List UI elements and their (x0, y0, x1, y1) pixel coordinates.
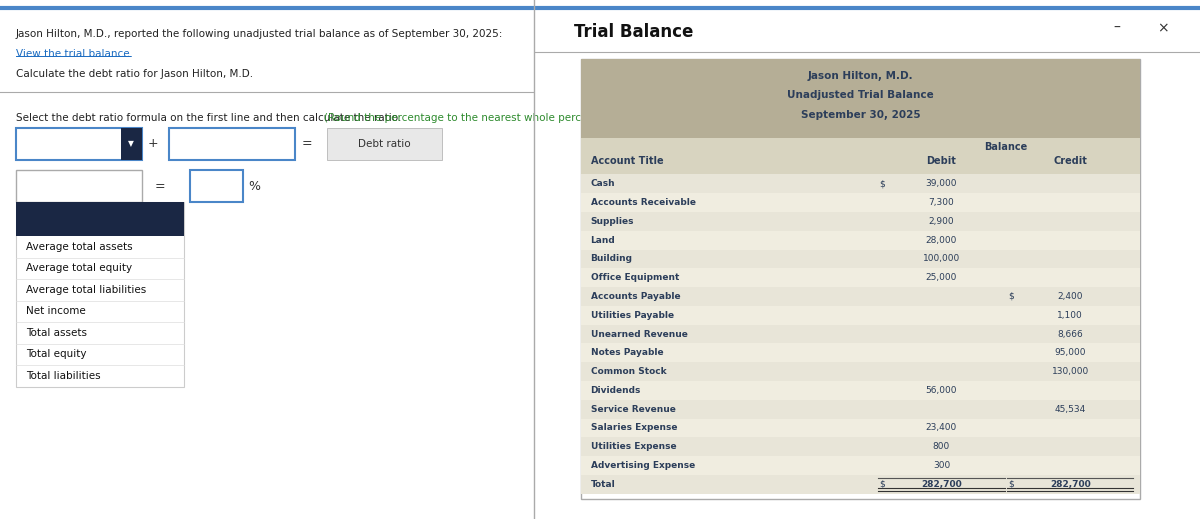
FancyBboxPatch shape (581, 306, 1140, 324)
FancyBboxPatch shape (581, 250, 1140, 268)
FancyBboxPatch shape (326, 128, 442, 160)
FancyBboxPatch shape (581, 138, 1140, 174)
Text: Building: Building (590, 254, 632, 264)
Text: Total equity: Total equity (25, 349, 86, 359)
Text: Supplies: Supplies (590, 217, 634, 226)
Text: Select the debt ratio formula on the first line and then calculate the ratio.: Select the debt ratio formula on the fir… (16, 113, 404, 123)
FancyBboxPatch shape (581, 59, 1140, 499)
Text: 2,400: 2,400 (1057, 292, 1082, 301)
FancyBboxPatch shape (581, 174, 1140, 193)
Text: September 30, 2025: September 30, 2025 (800, 110, 920, 120)
Text: Jason Hilton, M.D., reported the following unadjusted trial balance as of Septem: Jason Hilton, M.D., reported the followi… (16, 29, 503, 38)
FancyBboxPatch shape (581, 362, 1140, 381)
Text: ×: × (1157, 22, 1169, 36)
Text: 45,534: 45,534 (1055, 405, 1086, 414)
Text: Total liabilities: Total liabilities (25, 371, 101, 381)
FancyBboxPatch shape (581, 59, 1140, 138)
Text: Office Equipment: Office Equipment (590, 273, 679, 282)
Text: Land: Land (590, 236, 616, 244)
Text: $: $ (880, 480, 884, 489)
Text: Trial Balance: Trial Balance (574, 23, 694, 42)
Text: $: $ (1008, 292, 1014, 301)
Text: Cash: Cash (590, 179, 616, 188)
Text: =: = (301, 137, 312, 151)
Text: Balance: Balance (984, 142, 1027, 152)
FancyBboxPatch shape (16, 202, 185, 236)
Text: Notes Payable: Notes Payable (590, 348, 664, 357)
Text: Total assets: Total assets (25, 328, 86, 338)
Text: 800: 800 (932, 442, 950, 451)
FancyBboxPatch shape (581, 418, 1140, 438)
FancyBboxPatch shape (581, 324, 1140, 344)
FancyBboxPatch shape (581, 456, 1140, 475)
Text: 23,400: 23,400 (926, 424, 958, 432)
Text: 39,000: 39,000 (925, 179, 958, 188)
Text: 100,000: 100,000 (923, 254, 960, 264)
Text: =: = (155, 180, 164, 193)
Text: 25,000: 25,000 (925, 273, 958, 282)
Text: Common Stock: Common Stock (590, 367, 666, 376)
Text: Debt ratio: Debt ratio (358, 139, 410, 149)
Text: Accounts Payable: Accounts Payable (590, 292, 680, 301)
FancyBboxPatch shape (16, 128, 142, 160)
Text: Calculate the debt ratio for Jason Hilton, M.D.: Calculate the debt ratio for Jason Hilto… (16, 69, 253, 78)
FancyBboxPatch shape (121, 128, 142, 160)
Text: %: % (248, 180, 260, 193)
Text: 8,666: 8,666 (1057, 330, 1084, 338)
Text: 95,000: 95,000 (1055, 348, 1086, 357)
FancyBboxPatch shape (169, 128, 295, 160)
Text: ▼: ▼ (128, 139, 134, 148)
Text: 282,700: 282,700 (1050, 480, 1091, 489)
Text: Total: Total (590, 480, 616, 489)
Text: 1,100: 1,100 (1057, 311, 1084, 320)
Text: $: $ (1008, 480, 1014, 489)
Text: +: + (148, 137, 158, 151)
Text: Account Title: Account Title (590, 156, 664, 166)
Text: $: $ (880, 179, 884, 188)
Text: Utilities Payable: Utilities Payable (590, 311, 673, 320)
Text: Unadjusted Trial Balance: Unadjusted Trial Balance (787, 90, 934, 100)
FancyBboxPatch shape (581, 287, 1140, 306)
FancyBboxPatch shape (581, 268, 1140, 287)
FancyBboxPatch shape (16, 202, 185, 387)
Text: Credit: Credit (1054, 156, 1087, 166)
FancyBboxPatch shape (190, 170, 242, 202)
Text: Debit: Debit (926, 156, 956, 166)
Text: Average total assets: Average total assets (25, 242, 132, 252)
Text: 7,300: 7,300 (929, 198, 954, 207)
Text: Dividends: Dividends (590, 386, 641, 395)
FancyBboxPatch shape (581, 193, 1140, 212)
Text: 2,900: 2,900 (929, 217, 954, 226)
Text: Unearned Revenue: Unearned Revenue (590, 330, 688, 338)
Text: Advertising Expense: Advertising Expense (590, 461, 695, 470)
Text: (Round the percentage to the nearest whole percent.): (Round the percentage to the nearest who… (324, 113, 606, 123)
Text: Average total equity: Average total equity (25, 264, 132, 274)
FancyBboxPatch shape (581, 212, 1140, 231)
Text: –: – (1114, 21, 1121, 35)
Text: View the trial balance.: View the trial balance. (16, 49, 133, 59)
Text: 28,000: 28,000 (925, 236, 958, 244)
Text: Net income: Net income (25, 306, 85, 317)
Text: 56,000: 56,000 (925, 386, 958, 395)
Text: 130,000: 130,000 (1051, 367, 1088, 376)
FancyBboxPatch shape (581, 231, 1140, 250)
Text: Accounts Receivable: Accounts Receivable (590, 198, 696, 207)
FancyBboxPatch shape (581, 344, 1140, 362)
FancyBboxPatch shape (581, 475, 1140, 494)
Text: 300: 300 (932, 461, 950, 470)
Text: Average total liabilities: Average total liabilities (25, 285, 146, 295)
Text: Service Revenue: Service Revenue (590, 405, 676, 414)
Text: 282,700: 282,700 (922, 480, 962, 489)
FancyBboxPatch shape (581, 381, 1140, 400)
FancyBboxPatch shape (581, 400, 1140, 418)
Text: Salaries Expense: Salaries Expense (590, 424, 677, 432)
FancyBboxPatch shape (16, 170, 142, 202)
FancyBboxPatch shape (581, 438, 1140, 456)
Text: Utilities Expense: Utilities Expense (590, 442, 677, 451)
Text: Jason Hilton, M.D.: Jason Hilton, M.D. (808, 71, 913, 80)
